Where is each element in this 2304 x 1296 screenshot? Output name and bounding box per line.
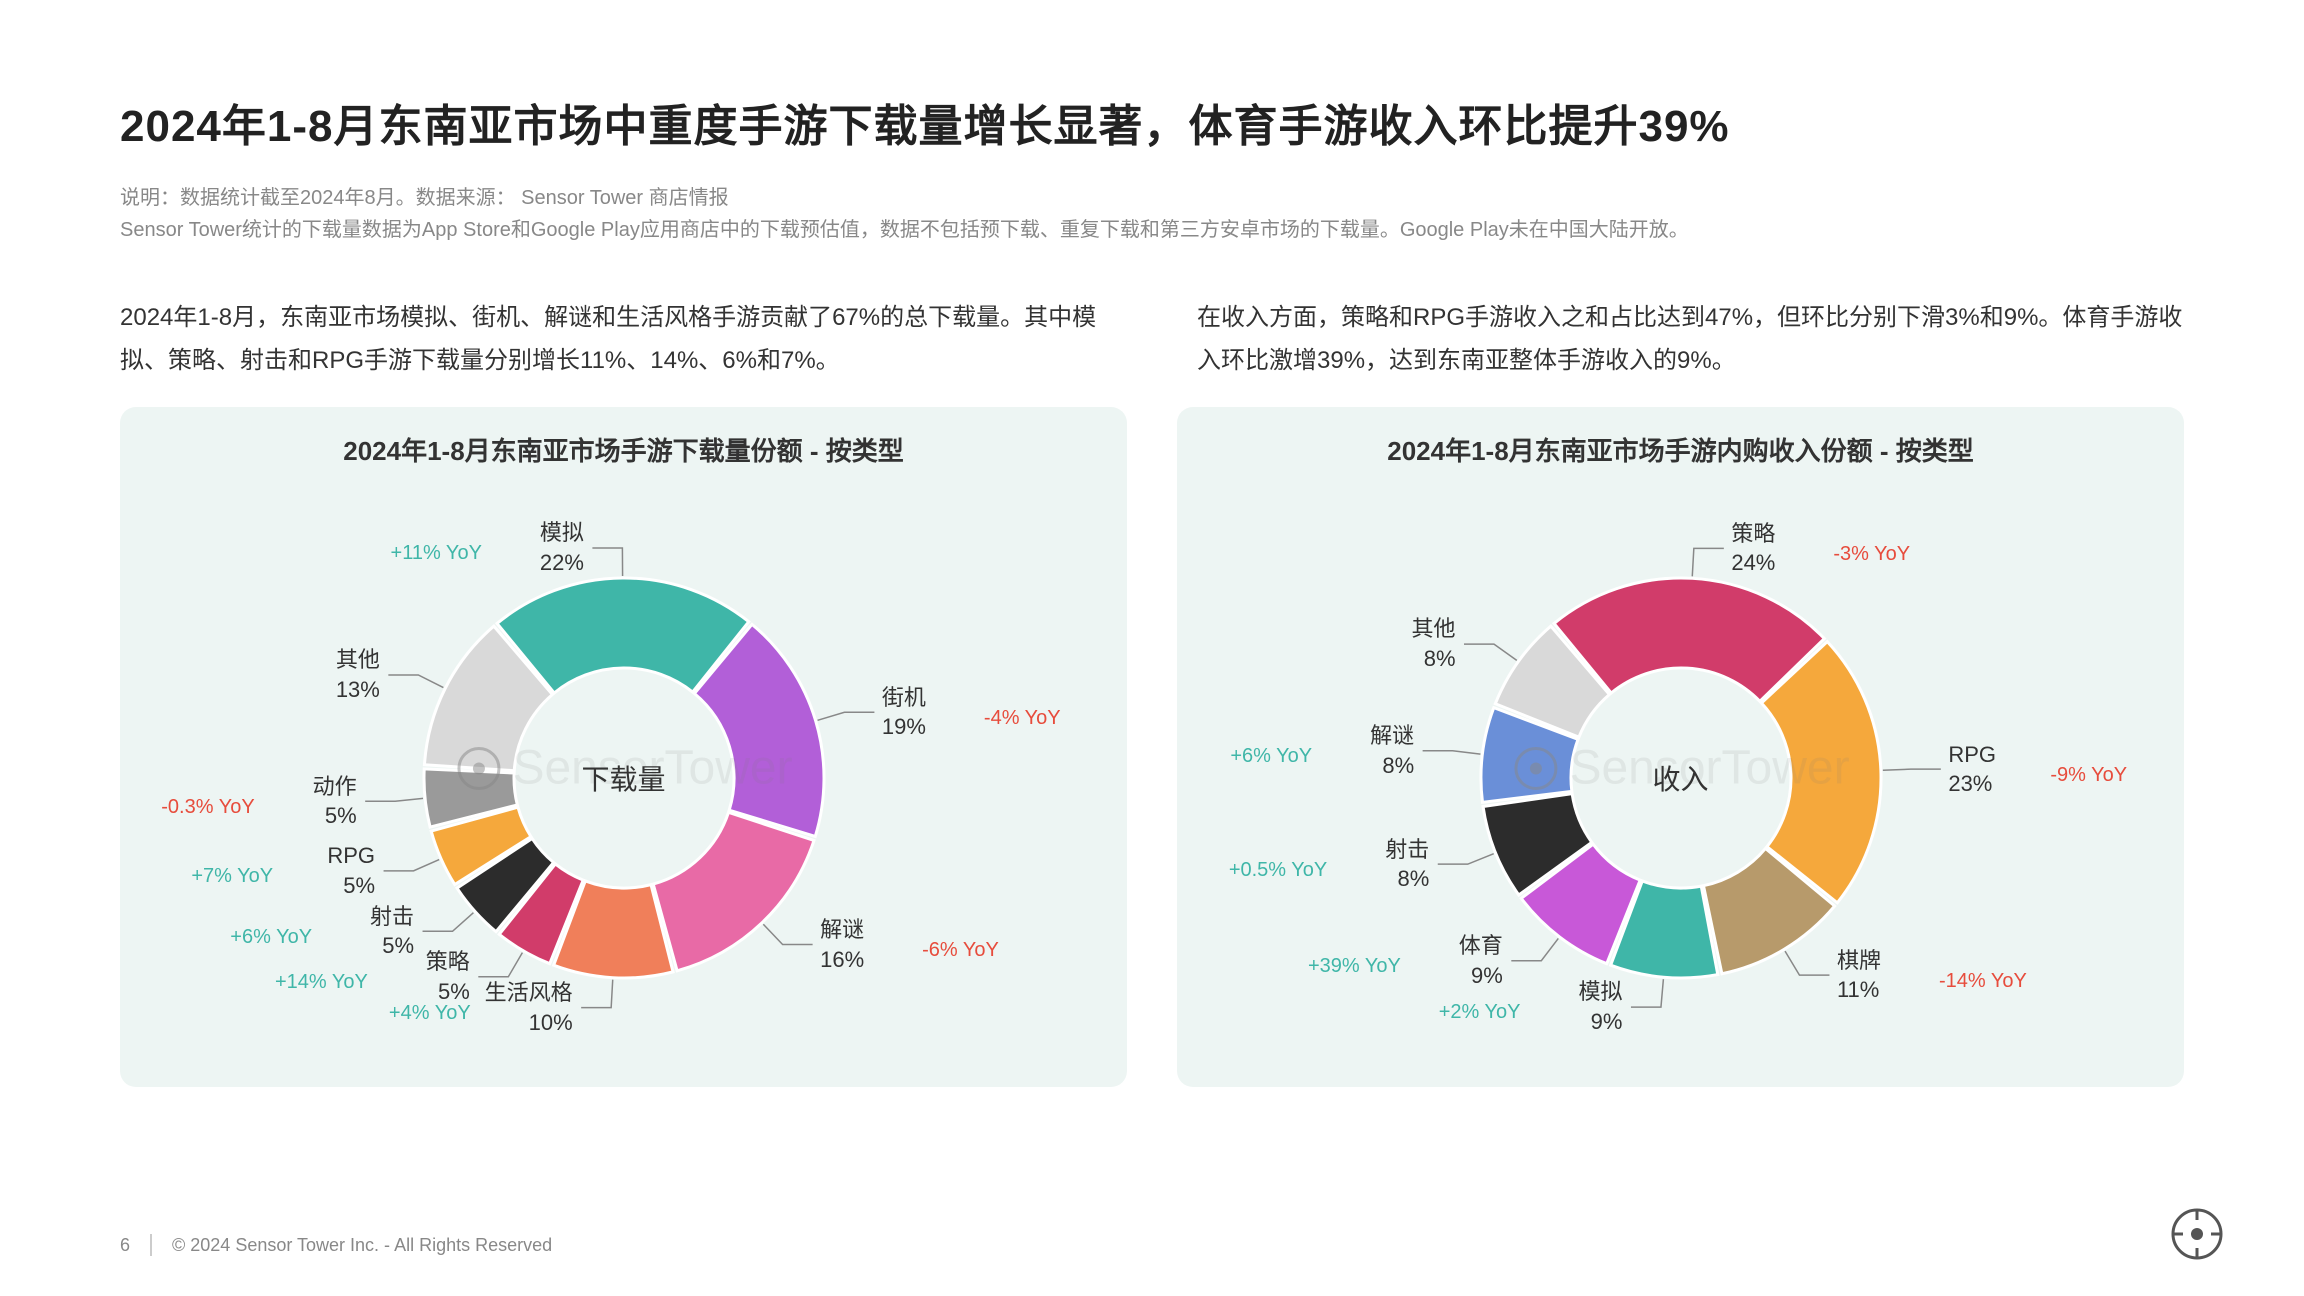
- leader-line: [1882, 770, 1940, 771]
- leader-line: [365, 799, 423, 802]
- charts-row: 2024年1-8月东南亚市场手游下载量份额 - 按类型 模拟22%+11% Yo…: [120, 407, 2184, 1087]
- copyright-text: © 2024 Sensor Tower Inc. - All Rights Re…: [172, 1235, 552, 1256]
- subtitle-line-1: 说明：数据统计截至2024年8月。数据来源： Sensor Tower 商店情报: [120, 182, 2184, 214]
- leader-line: [388, 675, 443, 688]
- chart2-title: 2024年1-8月东南亚市场手游内购收入份额 - 按类型: [1197, 431, 2164, 468]
- leader-line: [1511, 939, 1558, 961]
- leader-line: [383, 860, 439, 871]
- leader-line: [1422, 751, 1480, 754]
- donut-center-label: 收入: [1652, 758, 1708, 798]
- subtitle-line-2: Sensor Tower统计的下载量数据为App Store和Google Pl…: [120, 214, 2184, 246]
- chart-card-revenue: 2024年1-8月东南亚市场手游内购收入份额 - 按类型 策略24%-3% Yo…: [1177, 407, 2184, 1087]
- leader-line: [1692, 549, 1724, 577]
- page-number: 6: [120, 1235, 130, 1256]
- page-footer: 6 © 2024 Sensor Tower Inc. - All Rights …: [120, 1234, 552, 1256]
- body-right: 在收入方面，策略和RPG手游收入之和占比达到47%，但环比分别下滑3%和9%。体…: [1197, 296, 2184, 382]
- leader-line: [581, 980, 613, 1008]
- chart-card-downloads: 2024年1-8月东南亚市场手游下载量份额 - 按类型 模拟22%+11% Yo…: [120, 407, 1127, 1087]
- leader-line: [763, 925, 812, 945]
- donut-center-label: 下载量: [581, 758, 665, 798]
- leader-line: [1463, 644, 1516, 660]
- chart1-donut: 模拟22%+11% YoY街机19%-4% YoY解谜16%-6% YoY生活风…: [140, 478, 1107, 1058]
- leader-line: [422, 913, 473, 932]
- page-title: 2024年1-8月东南亚市场中重度手游下载量增长显著，体育手游收入环比提升39%: [120, 90, 2184, 154]
- footer-divider: [150, 1234, 152, 1256]
- leader-line: [478, 953, 522, 977]
- leader-line: [817, 713, 874, 721]
- donut-slice: [653, 813, 814, 971]
- leader-line: [1630, 980, 1662, 1008]
- body-left: 2024年1-8月，东南亚市场模拟、街机、解谜和生活风格手游贡献了67%的总下载…: [120, 296, 1107, 382]
- leader-line: [1437, 854, 1493, 864]
- chart1-title: 2024年1-8月东南亚市场手游下载量份额 - 按类型: [140, 431, 1107, 468]
- body-text-row: 2024年1-8月，东南亚市场模拟、街机、解谜和生活风格手游贡献了67%的总下载…: [120, 296, 2184, 382]
- slide-page: 2024年1-8月东南亚市场中重度手游下载量增长显著，体育手游收入环比提升39%…: [0, 0, 2304, 1296]
- leader-line: [1785, 952, 1829, 976]
- sensor-tower-logo-icon: [2170, 1207, 2224, 1266]
- chart2-donut: 策略24%-3% YoYRPG23%-9% YoY棋牌11%-14% YoY模拟…: [1197, 478, 2164, 1058]
- page-subtitle: 说明：数据统计截至2024年8月。数据来源： Sensor Tower 商店情报…: [120, 182, 2184, 246]
- leader-line: [592, 548, 622, 576]
